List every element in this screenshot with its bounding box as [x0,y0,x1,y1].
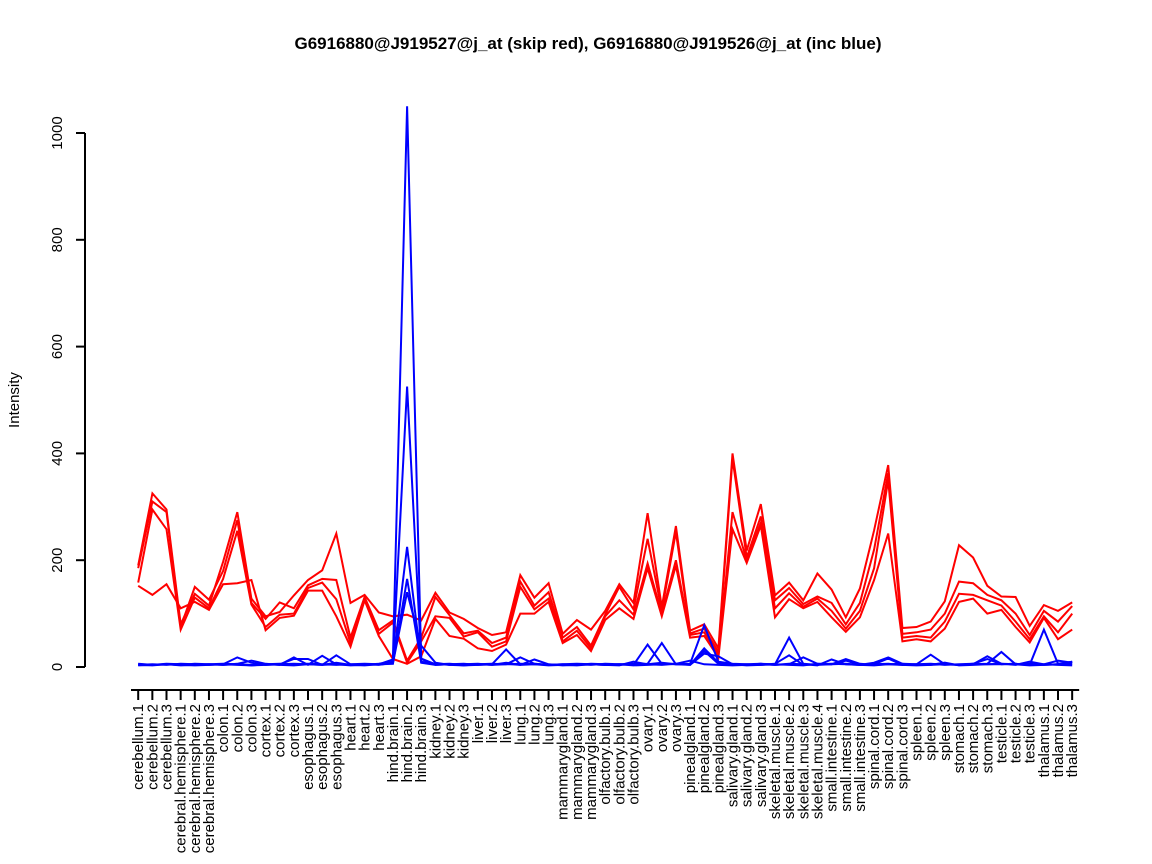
x-tick-label: cortex.2 [272,704,289,757]
x-tick-label: small.intestine.1 [824,704,841,812]
x-tick-label: kidney.1 [427,704,444,759]
series-line-skip-probe-2 [137,458,1073,663]
y-axis-title: Intensity [6,372,23,428]
x-tick-label: esophagus.2 [314,704,331,790]
y-tick-label: 0 [49,663,66,671]
x-tick-label: hind.brain.1 [385,704,402,782]
x-tick-label: stomach.1 [951,704,968,773]
x-tick-label: cerebral.hemisphere.3 [201,704,218,853]
x-tick-label: pinealgland.1 [682,704,699,793]
series-line-inc-probe-5 [138,591,1073,667]
x-tick-label: cerebellum.2 [144,704,161,790]
series-line-skip-probe-4 [137,521,1073,665]
x-tick-label: small.intestine.2 [838,704,855,812]
y-tick-label: 800 [49,227,66,252]
x-tick-label: thalamus.1 [1036,704,1053,777]
x-tick-label: hind.brain.2 [399,704,416,782]
x-tick-label: olfactory.bulb.3 [625,704,642,805]
x-tick-label: thalamus.2 [1050,704,1067,777]
x-tick-label: esophagus.3 [328,704,345,790]
series-line-inc-probe-1 [138,106,1073,666]
y-tick-label: 400 [49,441,66,466]
x-tick-label: mammarygland.1 [555,704,572,820]
x-tick-label: skeletal.muscle.3 [795,704,812,819]
series-line-skip-probe-3 [137,479,1073,665]
x-tick-labels: cerebellum.1cerebellum.2cerebellum.3cere… [130,704,1081,853]
x-tick-label: mammarygland.3 [583,704,600,820]
x-tick-label: small.intestine.3 [852,704,869,812]
x-tick-label: lung.2 [526,704,543,745]
x-tick-label: lung.1 [512,704,529,745]
x-tick-label: mammarygland.2 [569,704,586,820]
x-tick-label: spleen.3 [937,704,954,761]
x-tick-label: spleen.2 [923,704,940,761]
x-tick-label: salivary.gland.1 [725,704,742,807]
x-tick-label: skeletal.muscle.4 [809,704,826,819]
x-tick-label: stomach.2 [965,704,982,773]
y-tick-label: 200 [49,548,66,573]
x-tick-label: testicle.2 [1008,704,1025,763]
x-tick-label: kidney.3 [456,704,473,759]
y-tick-label: 600 [49,334,66,359]
x-tick-label: cerebral.hemisphere.1 [173,704,190,853]
x-tick-label: spinal.cord.2 [880,704,897,789]
series-line-skip-probe-1 [137,453,1073,652]
x-tick-label: lung.3 [541,704,558,745]
x-tick-label: ovary.3 [668,704,685,752]
x-tick-label: heart.3 [371,704,388,751]
x-tick-label: colon.1 [215,704,232,752]
x-tick-label: esophagus.1 [300,704,317,790]
x-tick-label: salivary.gland.3 [753,704,770,807]
x-tick-label: liver.2 [484,704,501,743]
x-tick-label: liver.3 [498,704,515,743]
x-tick-label: ovary.2 [654,704,671,752]
x-tick-label: cortex.3 [286,704,303,757]
chart-title: G6916880@J919527@j_at (skip red), G69168… [294,34,881,53]
series-lines [137,106,1073,667]
x-tick-label: spleen.1 [909,704,926,761]
x-tick-label: skeletal.muscle.1 [767,704,784,819]
x-tick-label: pinealgland.3 [710,704,727,793]
x-tick-label: skeletal.muscle.2 [781,704,798,819]
x-tick-label: colon.3 [243,704,260,752]
x-tick-label: pinealgland.2 [696,704,713,793]
x-tick-label: liver.1 [470,704,487,743]
x-tick-label: testicle.3 [1022,704,1039,763]
series-line-inc-probe-3 [138,546,1073,667]
x-tick-label: cerebellum.3 [159,704,176,790]
x-tick-label: olfactory.bulb.2 [611,704,628,805]
x-tick-label: cortex.1 [258,704,275,757]
x-tick-label: ovary.1 [640,704,657,752]
x-tick-label: colon.2 [229,704,246,752]
x-tick-label: kidney.2 [442,704,459,759]
x-tick-label: olfactory.bulb.1 [597,704,614,805]
x-tick-label: heart.2 [357,704,374,751]
x-tick-label: heart.1 [342,704,359,751]
x-tick-label: hind.brain.3 [413,704,430,782]
x-tick-label: cerebral.hemisphere.2 [187,704,204,853]
x-tick-label: spinal.cord.3 [894,704,911,789]
series-line-inc-probe-2 [138,386,1073,666]
x-tick-label: thalamus.3 [1064,704,1081,777]
x-tick-label: testicle.1 [993,704,1010,763]
axes: 0 200 400 600 800 1000 [49,116,1080,700]
y-tick-label: 1000 [49,116,66,149]
x-tick-label: spinal.cord.1 [866,704,883,789]
x-tick-label: cerebellum.1 [130,704,147,790]
x-tick-label: salivary.gland.2 [739,704,756,807]
x-tick-label: stomach.3 [979,704,996,773]
